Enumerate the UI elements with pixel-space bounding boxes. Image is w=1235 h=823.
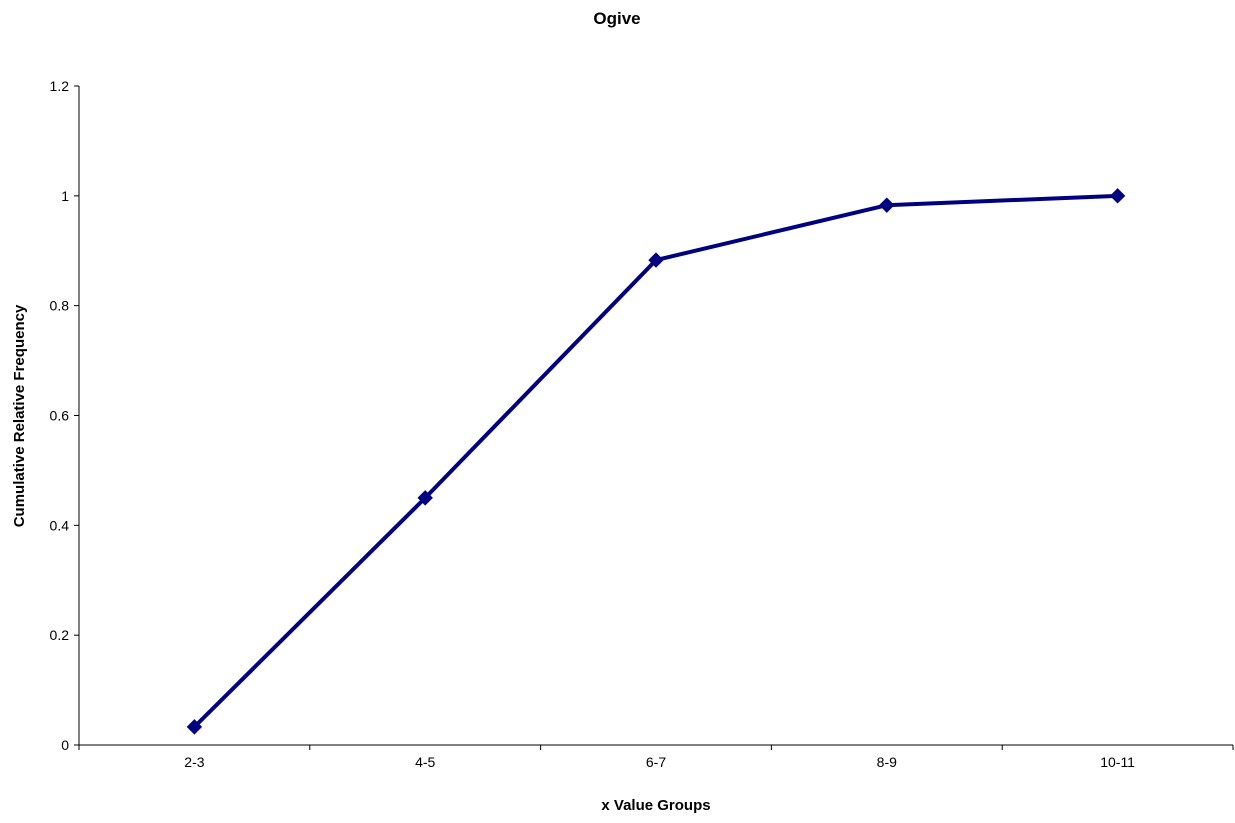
x-tick-label: 6-7 [646, 754, 666, 770]
y-tick-label: 1 [61, 188, 69, 204]
data-point-marker [1109, 188, 1126, 204]
x-axis-title: x Value Groups [601, 797, 710, 814]
x-tick-label: 4-5 [415, 754, 435, 770]
y-tick-label: 0.2 [50, 627, 70, 643]
series-layer [186, 188, 1126, 735]
y-tick-label: 1.2 [50, 78, 70, 94]
series-line [192, 193, 1118, 729]
y-axis-ticks: 0 0.2 0.4 0.6 0.8 1 1.2 [50, 78, 79, 753]
data-point-marker [879, 197, 895, 213]
y-tick-label: 0.6 [50, 408, 70, 424]
data-point-marker [186, 719, 203, 735]
x-tick-label: 2-3 [184, 754, 204, 770]
x-tick-label: 8-9 [877, 754, 897, 770]
x-axis-ticks: 2-3 4-5 6-7 8-9 10-11 [78, 745, 1234, 770]
data-point-marker [648, 252, 664, 268]
y-tick-label: 0.8 [50, 298, 70, 314]
chart-title: Ogive [593, 9, 640, 28]
y-axis-title: Cumulative Relative Frequency [11, 304, 28, 527]
y-tick-label: 0 [61, 737, 69, 753]
data-point-marker [417, 490, 433, 506]
y-tick-label: 0.4 [50, 517, 70, 533]
x-tick-label: 10-11 [1100, 754, 1135, 770]
